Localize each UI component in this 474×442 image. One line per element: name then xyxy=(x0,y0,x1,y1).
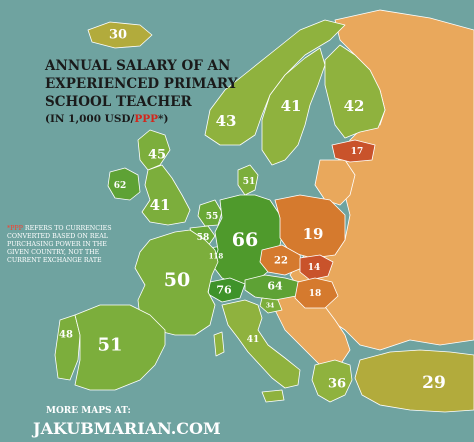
value-slovakia: 14 xyxy=(308,263,321,273)
value-czechia: 22 xyxy=(274,256,288,267)
country-italy xyxy=(221,299,301,389)
country-poland xyxy=(274,194,346,259)
value-ireland: 62 xyxy=(114,181,127,191)
country-turkey xyxy=(354,349,474,413)
country-scotland xyxy=(137,129,171,171)
title-line-3: SCHOOL TEACHER xyxy=(45,94,193,110)
value-netherlands: 55 xyxy=(206,212,219,222)
value-portugal: 48 xyxy=(59,330,73,341)
value-germany: 66 xyxy=(232,229,258,251)
value-england: 41 xyxy=(150,196,171,214)
country-czechia xyxy=(259,244,303,276)
country-estonia xyxy=(331,139,376,163)
country-norway xyxy=(204,19,346,146)
value-luxembourg: 118 xyxy=(209,252,224,261)
country-ireland xyxy=(107,167,141,201)
value-france: 50 xyxy=(164,269,190,291)
value-turkey: 29 xyxy=(422,373,446,393)
value-poland: 19 xyxy=(303,225,324,243)
country-sweden xyxy=(261,47,326,166)
value-norway: 43 xyxy=(216,112,237,130)
country-denmark xyxy=(237,164,259,196)
note-ppp: *PPP xyxy=(7,225,24,232)
value-iceland: 30 xyxy=(109,28,127,43)
note-line-3: PURCHASING POWER IN THE xyxy=(7,241,107,248)
title-unit-suffix: *) xyxy=(158,113,168,125)
title-line-2: EXPERIENCED PRIMARY xyxy=(45,76,238,92)
value-hungary: 18 xyxy=(309,289,322,299)
value-belgium: 58 xyxy=(197,233,210,243)
note-line-1: *PPP REFERS TO CURRENCIES xyxy=(7,225,112,232)
value-denmark: 51 xyxy=(243,177,256,187)
title-line-1: ANNUAL SALARY OF AN xyxy=(44,58,230,74)
value-spain: 51 xyxy=(97,335,122,356)
country-baltic-no-data xyxy=(314,159,356,206)
title-line-4: (IN 1,000 USD/PPP*) xyxy=(45,113,169,125)
country-italy-sicily xyxy=(261,389,285,403)
country-italy-islands xyxy=(213,331,225,357)
country-england xyxy=(141,164,191,226)
note-line-2: CONVERTED BASED ON REAL xyxy=(7,233,109,240)
country-greece xyxy=(311,359,353,403)
value-finland: 42 xyxy=(344,97,365,115)
country-slovakia xyxy=(299,254,334,281)
value-estonia: 17 xyxy=(351,147,364,157)
title-unit-prefix: (IN 1,000 USD/ xyxy=(45,113,135,125)
value-switzerland: 76 xyxy=(216,284,232,297)
title-unit-ppp: PPP xyxy=(134,113,158,125)
note-line-1-rest: REFERS TO CURRENCIES xyxy=(23,225,112,232)
note-line-5: CURRENT EXCHANGE RATE xyxy=(7,257,102,264)
value-slovenia: 34 xyxy=(266,303,274,310)
value-austria: 64 xyxy=(267,280,283,293)
footer-website: JAKUBMARIAN.COM xyxy=(31,419,221,438)
country-hungary xyxy=(294,277,339,309)
country-finland xyxy=(324,44,386,139)
note-line-4: GIVEN COUNTRY, NOT THE xyxy=(7,249,100,256)
country-france xyxy=(134,229,219,336)
footer-line-1: MORE MAPS AT: xyxy=(46,406,131,416)
country-netherlands xyxy=(197,199,223,227)
country-iceland xyxy=(87,21,153,49)
country-spain xyxy=(74,304,166,391)
value-greece: 36 xyxy=(328,377,346,392)
country-slovenia xyxy=(259,297,283,314)
value-sweden: 41 xyxy=(281,97,302,115)
value-italy: 41 xyxy=(247,335,260,345)
value-scotland: 45 xyxy=(148,148,166,163)
